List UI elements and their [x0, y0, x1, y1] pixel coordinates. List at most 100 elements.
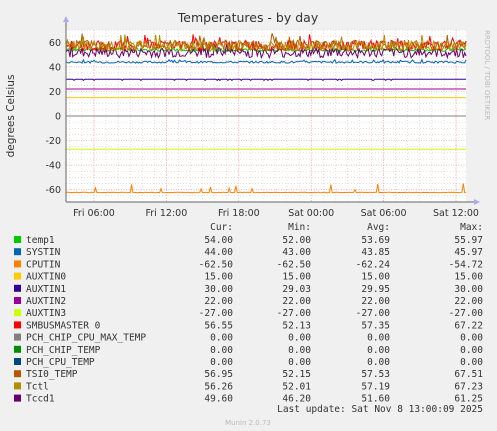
x-tick-label: Fri 12:00 [146, 208, 188, 219]
legend-series-name: AUXTIN3 [26, 308, 66, 319]
legend-value-min: 15.00 [282, 272, 311, 283]
legend-value-min: 0.00 [288, 357, 311, 368]
legend-value-avg: 0.00 [367, 357, 390, 368]
legend-swatch [14, 284, 21, 292]
legend-value-cur: -27.00 [199, 308, 234, 319]
y-axis-arrow [63, 16, 69, 22]
legend-series-name: AUXTIN1 [26, 284, 66, 295]
y-tick-label: 0 [55, 112, 61, 123]
last-update: Last update: Sat Nov 8 13:00:09 2025 [277, 404, 483, 415]
legend-value-min: 43.00 [282, 247, 311, 258]
legend-value-max: 0.00 [460, 357, 483, 368]
series-line-cputin [66, 183, 467, 194]
x-tick-label: Sat 00:00 [288, 208, 334, 219]
y-tick-label: -40 [45, 161, 61, 172]
legend-header-cur: Cur: [210, 222, 233, 233]
legend-series-name: PCH_CHIP_CPU_MAX_TEMP [26, 333, 146, 344]
series-line-tccd1 [65, 41, 467, 60]
legend-swatch [14, 370, 21, 378]
x-tick-label: Sat 12:00 [433, 208, 479, 219]
y-tick-label: 20 [49, 87, 61, 98]
legend-value-max: 15.00 [454, 272, 483, 283]
legend-value-avg: 57.19 [361, 381, 390, 392]
legend-value-min: -62.50 [277, 259, 312, 270]
legend-value-cur: 30.00 [204, 284, 233, 295]
legend-value-cur: 44.00 [204, 247, 233, 258]
legend-swatch [14, 382, 21, 390]
legend-value-avg: -62.24 [356, 259, 391, 270]
legend-value-avg: 29.95 [361, 284, 390, 295]
legend-value-avg: 57.35 [361, 320, 390, 331]
legend-value-cur: 56.55 [204, 320, 233, 331]
series-line-systin [65, 58, 467, 64]
legend-value-avg: 43.85 [361, 247, 390, 258]
rrdtool-credit: RRDTOOL / TOBI OETIKER [483, 30, 491, 120]
legend-series-name: Tccd1 [26, 394, 55, 405]
legend-value-max: -54.72 [449, 259, 483, 270]
legend-swatch [14, 297, 21, 304]
legend-series-name: TSI0_TEMP [26, 369, 78, 380]
legend-value-cur: 54.00 [204, 235, 233, 246]
x-tick-label: Sat 06:00 [361, 208, 407, 219]
x-tick-label: Fri 06:00 [73, 208, 115, 219]
legend-swatch [14, 345, 21, 353]
legend-series-name: SYSTIN [26, 247, 61, 258]
legend-value-max: 22.00 [454, 296, 483, 307]
legend-header-max: Max: [460, 222, 483, 233]
legend-value-cur: 0.00 [210, 357, 233, 368]
legend-value-max: 67.23 [454, 381, 483, 392]
x-tick-label: Fri 18:00 [218, 208, 260, 219]
legend-series-name: PCH_CHIP_TEMP [26, 345, 101, 356]
legend-value-min: 52.01 [282, 381, 311, 392]
legend-value-avg: 53.69 [361, 235, 390, 246]
legend-value-max: 0.00 [460, 333, 483, 344]
legend-value-min: 52.13 [282, 320, 311, 331]
legend-swatch [14, 394, 21, 402]
legend-series-name: PCH_CPU_TEMP [26, 357, 95, 368]
legend-header-avg: Avg: [367, 222, 390, 233]
legend-value-avg: 22.00 [361, 296, 390, 307]
legend-value-cur: 56.26 [204, 381, 233, 392]
legend-value-cur: 15.00 [204, 272, 233, 283]
legend-value-avg: -27.00 [356, 308, 391, 319]
legend-swatch [14, 358, 21, 365]
y-tick-label: -60 [45, 185, 61, 196]
legend-value-avg: 57.53 [361, 369, 390, 380]
legend-series-name: temp1 [26, 235, 55, 246]
legend-value-max: 0.00 [460, 345, 483, 356]
legend-series-name: CPUTIN [26, 259, 61, 270]
legend-value-cur: 0.00 [210, 333, 233, 344]
legend-series-name: SMBUSMASTER 0 [26, 320, 101, 331]
series-line-auxtin1 [66, 78, 466, 81]
y-tick-label: 60 [49, 38, 61, 49]
legend-series-name: AUXTIN0 [26, 272, 66, 283]
legend-swatch [14, 321, 21, 329]
legend-value-avg: 15.00 [361, 272, 390, 283]
y-tick-label: -20 [45, 136, 61, 147]
legend-value-cur: 0.00 [210, 345, 233, 356]
legend-value-max: 55.97 [454, 235, 483, 246]
legend-value-min: -27.00 [277, 308, 312, 319]
legend-value-avg: 0.00 [367, 345, 390, 356]
legend-swatch [14, 248, 21, 256]
legend-value-min: 46.20 [282, 394, 311, 405]
legend-series-name: AUXTIN2 [26, 296, 66, 307]
axes: 60 40 20 0 -20 -40 -60 Fri 06:00 Fri 12:00 Fri 18… [45, 16, 480, 219]
legend-value-cur: -62.50 [199, 259, 234, 270]
legend-swatch [14, 260, 21, 268]
legend-swatch [14, 333, 21, 341]
legend-swatch [14, 309, 21, 317]
legend-value-min: 29.03 [282, 284, 311, 295]
legend-value-avg: 0.00 [367, 333, 390, 344]
legend-value-max: 67.51 [454, 369, 483, 380]
legend-value-max: 30.00 [454, 284, 483, 295]
chart-title: Temperatures - by day [177, 10, 319, 25]
series-lines [65, 33, 467, 194]
legend-header-min: Min: [288, 222, 311, 233]
legend-swatch [14, 236, 21, 243]
series-line-tctl [65, 34, 467, 53]
x-axis-arrow [474, 199, 480, 205]
legend-value-max: 45.97 [454, 247, 483, 258]
legend: Cur: Min: Avg: Max: temp1 54.00 52.00 53.69 55.9… [14, 222, 483, 405]
